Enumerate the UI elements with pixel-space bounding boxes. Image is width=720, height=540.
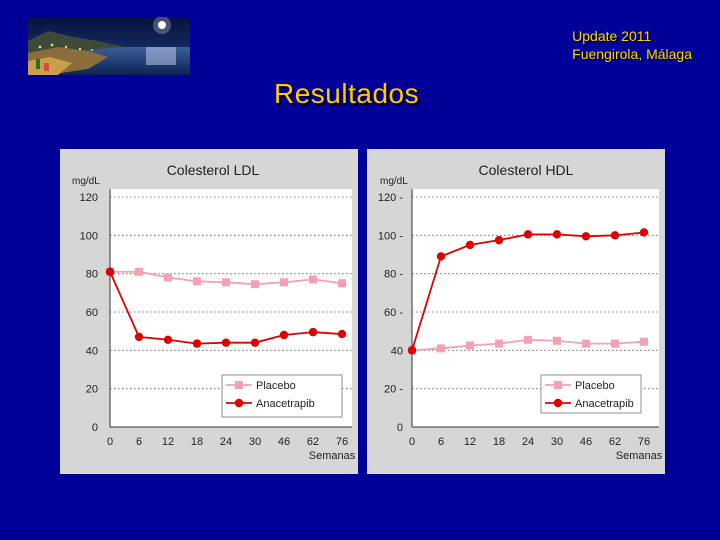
data-point-placebo <box>280 278 288 287</box>
x-tick-label: 62 <box>609 436 621 448</box>
ldl-chart: Colesterol LDL mg/dL 0 20 40 60 80 100 120 0 6 12 18… <box>72 162 356 462</box>
data-point-placebo <box>338 279 346 288</box>
data-point-anacetrapib <box>337 329 347 339</box>
y-tick-label: 80 - <box>384 269 403 281</box>
data-point-placebo <box>466 341 474 350</box>
x-tick-label: 12 <box>464 436 476 448</box>
x-tick-label: 76 <box>336 436 348 448</box>
legend-marker-anacetrapib <box>234 398 244 408</box>
data-point-anacetrapib <box>494 235 504 245</box>
data-point-placebo <box>582 339 590 348</box>
x-tick-label: 76 <box>638 436 650 448</box>
y-tick-label: 100 <box>80 230 98 242</box>
data-point-anacetrapib <box>250 338 260 347</box>
legend-marker-placebo <box>554 381 562 389</box>
x-tick-label: 24 <box>522 436 534 448</box>
data-point-anacetrapib <box>552 230 562 239</box>
data-point-placebo <box>193 277 201 286</box>
hdl-chart-panel: Colesterol HDL mg/dL 0 20 - 40 60 - 80 - 100 - 1… <box>367 149 665 474</box>
update-line-1: Update 2011 <box>572 28 652 44</box>
data-point-placebo <box>222 278 230 287</box>
legend-marker-anacetrapib <box>553 398 563 408</box>
data-point-placebo <box>164 273 172 282</box>
data-point-placebo <box>309 275 317 284</box>
x-tick-label: 30 <box>249 436 261 448</box>
data-point-anacetrapib <box>436 252 446 261</box>
x-tick-label: 46 <box>580 436 592 448</box>
y-tick-label: 40 <box>86 345 98 357</box>
x-tick-label: 6 <box>136 436 142 448</box>
data-point-placebo <box>437 344 445 353</box>
data-point-anacetrapib <box>163 335 173 344</box>
y-tick-label: 20 <box>86 384 98 396</box>
update-caption: Update 2011 Fuengirola, Málaga <box>572 27 692 63</box>
data-point-anacetrapib <box>279 330 289 340</box>
x-tick-label: 18 <box>191 436 203 448</box>
y-tick-label: 60 <box>86 307 98 319</box>
legend-label-placebo: Placebo <box>575 380 615 392</box>
data-point-placebo <box>640 337 648 346</box>
legend-marker-placebo <box>235 381 243 389</box>
data-point-anacetrapib <box>134 332 144 342</box>
update-line-2: Fuengirola, Málaga <box>572 46 692 62</box>
data-point-anacetrapib <box>105 267 115 276</box>
x-tick-label: 62 <box>307 436 319 448</box>
x-tick-label: 0 <box>107 436 113 448</box>
data-point-anacetrapib <box>308 327 318 337</box>
x-tick-label: 12 <box>162 436 174 448</box>
y-tick-label: 20 - <box>384 384 403 396</box>
y-tick-label: 60 - <box>384 307 403 319</box>
data-point-anacetrapib <box>610 231 620 240</box>
y-tick-label: 100 - <box>378 230 403 242</box>
header-photo <box>28 17 190 75</box>
legend-label-anacetrapib: Anacetrapib <box>256 398 315 410</box>
y-tick-label: 0 <box>92 422 98 434</box>
x-tick-label: 6 <box>438 436 444 448</box>
chart-title: Colesterol LDL <box>167 162 260 178</box>
data-point-anacetrapib <box>581 232 591 241</box>
y-tick-label: 120 - <box>378 192 403 204</box>
data-point-anacetrapib <box>523 230 533 239</box>
x-tick-label: 30 <box>551 436 563 448</box>
x-tick-label: 46 <box>278 436 290 448</box>
ldl-chart-panel: Colesterol LDL mg/dL 0 20 40 60 80 100 120 0 6 12 18… <box>60 149 358 474</box>
y-axis-label: mg/dL <box>380 176 408 187</box>
y-tick-label: 40 <box>391 345 403 357</box>
data-point-anacetrapib <box>407 346 417 355</box>
data-point-anacetrapib <box>221 338 231 347</box>
data-point-anacetrapib <box>192 339 202 348</box>
legend-label-anacetrapib: Anacetrapib <box>575 398 634 410</box>
data-point-placebo <box>553 336 561 345</box>
y-tick-label: 80 <box>86 269 98 281</box>
data-point-placebo <box>611 339 619 348</box>
data-point-placebo <box>251 280 259 289</box>
y-axis-label: mg/dL <box>72 176 100 187</box>
x-axis-label: Semanas <box>309 450 356 462</box>
data-point-placebo <box>135 267 143 276</box>
data-point-placebo <box>495 339 503 348</box>
hdl-chart: Colesterol HDL mg/dL 0 20 - 40 60 - 80 - 100 - 1… <box>378 162 663 462</box>
y-tick-label: 120 <box>80 192 98 204</box>
x-tick-label: 24 <box>220 436 232 448</box>
y-tick-label: 0 <box>397 422 403 434</box>
legend-label-placebo: Placebo <box>256 380 296 392</box>
data-point-anacetrapib <box>639 228 649 237</box>
chart-title: Colesterol HDL <box>479 162 574 178</box>
x-axis-label: Semanas <box>616 450 663 462</box>
page-title: Resultados <box>274 78 420 109</box>
x-tick-label: 18 <box>493 436 505 448</box>
data-point-anacetrapib <box>465 240 475 250</box>
x-tick-label: 0 <box>409 436 415 448</box>
data-point-placebo <box>524 335 532 344</box>
